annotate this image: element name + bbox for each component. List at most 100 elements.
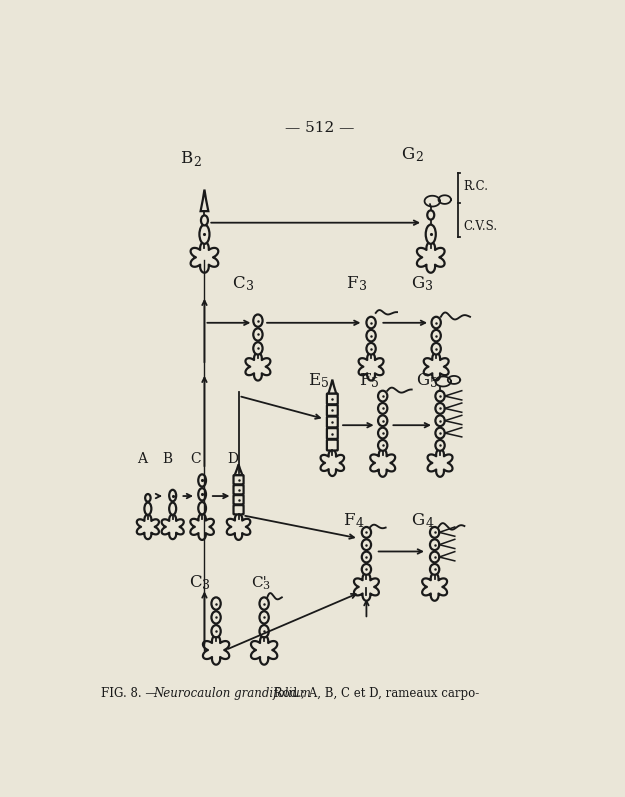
- Polygon shape: [422, 573, 447, 601]
- Polygon shape: [227, 514, 251, 540]
- Ellipse shape: [430, 540, 439, 550]
- Ellipse shape: [436, 440, 445, 451]
- Polygon shape: [359, 353, 384, 380]
- Text: G: G: [416, 372, 429, 389]
- Ellipse shape: [366, 316, 376, 328]
- Text: A: A: [138, 452, 148, 466]
- Ellipse shape: [430, 564, 439, 575]
- Polygon shape: [201, 190, 208, 211]
- Ellipse shape: [198, 474, 206, 487]
- Ellipse shape: [198, 502, 206, 514]
- Polygon shape: [191, 242, 218, 273]
- Polygon shape: [329, 379, 336, 394]
- Text: F: F: [346, 275, 358, 292]
- Ellipse shape: [378, 415, 388, 426]
- Text: G: G: [401, 146, 414, 163]
- FancyBboxPatch shape: [327, 405, 338, 416]
- Ellipse shape: [431, 330, 441, 341]
- Ellipse shape: [199, 225, 209, 244]
- FancyBboxPatch shape: [327, 417, 338, 427]
- Text: C.V.S.: C.V.S.: [463, 220, 498, 233]
- Polygon shape: [191, 514, 214, 540]
- Ellipse shape: [259, 611, 269, 623]
- Ellipse shape: [430, 527, 439, 538]
- Text: Rod.; A, B, C et D, rameaux carpo-: Rod.; A, B, C et D, rameaux carpo-: [271, 688, 479, 701]
- Polygon shape: [417, 242, 444, 273]
- Text: 5: 5: [371, 378, 379, 391]
- Text: 3: 3: [359, 281, 367, 293]
- Ellipse shape: [211, 611, 221, 623]
- Text: 3: 3: [426, 281, 433, 293]
- Text: 4: 4: [426, 516, 433, 530]
- Polygon shape: [354, 573, 379, 601]
- Text: 4: 4: [356, 516, 364, 530]
- Ellipse shape: [169, 490, 176, 501]
- Text: E: E: [308, 372, 320, 389]
- Text: — 512 —: — 512 —: [285, 121, 354, 135]
- Text: 5: 5: [321, 378, 329, 391]
- Polygon shape: [162, 515, 184, 539]
- Text: B: B: [180, 151, 192, 167]
- Ellipse shape: [436, 391, 445, 402]
- Polygon shape: [234, 465, 242, 475]
- FancyBboxPatch shape: [234, 485, 244, 494]
- Ellipse shape: [201, 215, 208, 226]
- Polygon shape: [428, 449, 452, 477]
- Ellipse shape: [211, 598, 221, 610]
- Polygon shape: [203, 635, 229, 665]
- Ellipse shape: [362, 552, 371, 563]
- Text: D: D: [228, 452, 239, 466]
- Text: Neurocaulon grandifolium: Neurocaulon grandifolium: [153, 688, 311, 701]
- Ellipse shape: [378, 428, 388, 438]
- Text: F: F: [343, 512, 355, 528]
- Ellipse shape: [144, 502, 151, 515]
- Ellipse shape: [436, 428, 445, 438]
- Ellipse shape: [145, 494, 151, 502]
- FancyBboxPatch shape: [327, 440, 338, 450]
- Ellipse shape: [198, 489, 206, 501]
- Polygon shape: [321, 450, 344, 476]
- Text: 5: 5: [430, 378, 438, 391]
- Ellipse shape: [431, 343, 441, 355]
- FancyBboxPatch shape: [327, 428, 338, 439]
- Polygon shape: [424, 353, 449, 380]
- Polygon shape: [137, 515, 159, 539]
- Ellipse shape: [436, 415, 445, 426]
- Ellipse shape: [436, 403, 445, 414]
- Ellipse shape: [259, 598, 269, 610]
- Ellipse shape: [366, 330, 376, 341]
- Ellipse shape: [362, 527, 371, 538]
- Text: C: C: [232, 275, 245, 292]
- Ellipse shape: [431, 316, 441, 328]
- Ellipse shape: [253, 315, 262, 327]
- Ellipse shape: [253, 342, 262, 355]
- Polygon shape: [246, 353, 271, 380]
- FancyBboxPatch shape: [234, 475, 244, 485]
- Text: G: G: [411, 275, 424, 292]
- Text: FIG. 8. —: FIG. 8. —: [101, 688, 161, 701]
- Ellipse shape: [211, 625, 221, 638]
- Text: C: C: [191, 452, 201, 466]
- Text: G: G: [411, 512, 424, 528]
- Text: 2: 2: [415, 151, 423, 164]
- Ellipse shape: [366, 343, 376, 355]
- Text: 2: 2: [193, 155, 201, 169]
- Text: C: C: [189, 574, 201, 591]
- Text: C': C': [251, 576, 267, 590]
- Text: 3: 3: [262, 581, 269, 591]
- Ellipse shape: [378, 403, 388, 414]
- Ellipse shape: [426, 225, 436, 244]
- Ellipse shape: [362, 540, 371, 550]
- Ellipse shape: [430, 552, 439, 563]
- Ellipse shape: [378, 391, 388, 402]
- Polygon shape: [370, 449, 395, 477]
- Text: 3: 3: [202, 579, 210, 592]
- Ellipse shape: [378, 440, 388, 451]
- Text: F: F: [359, 372, 370, 389]
- FancyBboxPatch shape: [327, 394, 338, 404]
- Ellipse shape: [362, 564, 371, 575]
- Text: R.C.: R.C.: [463, 180, 488, 193]
- FancyBboxPatch shape: [234, 505, 244, 514]
- Ellipse shape: [428, 210, 434, 220]
- Ellipse shape: [169, 502, 176, 515]
